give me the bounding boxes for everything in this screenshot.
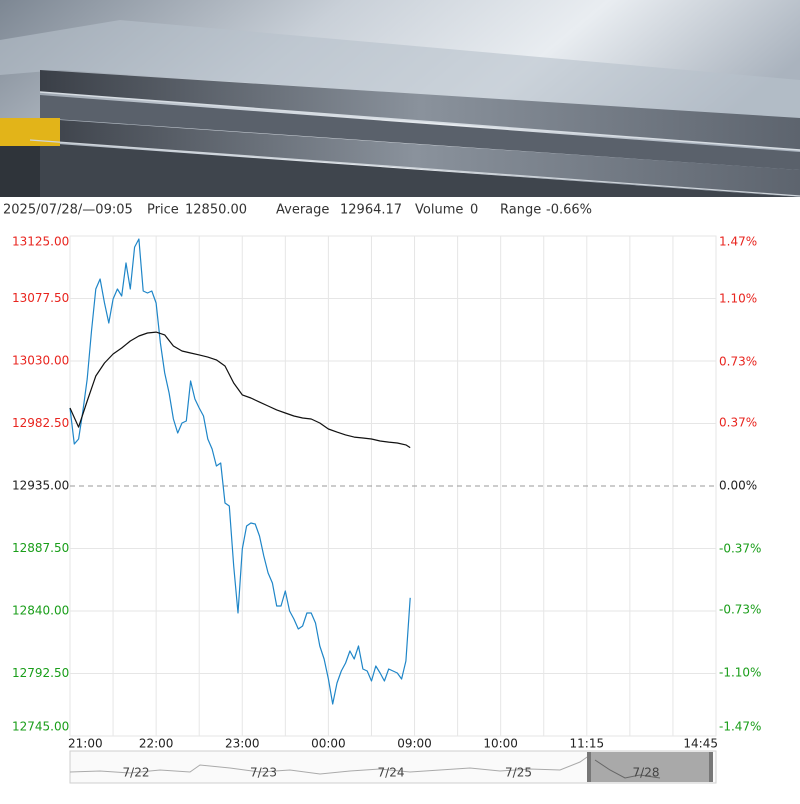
y2-tick-label: 0.37%: [719, 416, 757, 430]
x-tick-label: 14:45: [683, 737, 718, 751]
info-bar: 2025/07/28/—09:05 Price 12850.00 Average…: [3, 203, 592, 218]
y-tick-label: 12745.00: [12, 720, 69, 734]
x-tick-label: 10:00: [483, 737, 518, 751]
y-tick-label: 13125.00: [12, 235, 69, 249]
volume-value: 0: [470, 203, 478, 218]
y2-tick-label: -0.37%: [719, 541, 761, 555]
range-label: Range: [500, 203, 541, 218]
navigator[interactable]: 7/22 7/23 7/24 7/25 7/28: [69, 750, 717, 784]
x-tick-label: 22:00: [139, 737, 174, 751]
y-tick-label: 12982.50: [12, 416, 69, 430]
y2-tick-label: 0.73%: [719, 354, 757, 368]
y2-tick-label: -0.73%: [719, 603, 761, 617]
y-tick-label: 12887.50: [12, 541, 69, 555]
price-label: Price: [147, 203, 179, 218]
plot: 13125.00 13077.50 13030.00 12982.50 12935.00…: [12, 235, 761, 751]
range-value: -0.66%: [546, 203, 592, 218]
y-tick-label: 13030.00: [12, 354, 69, 368]
y2-tick-label: 1.47%: [719, 235, 757, 249]
x-tick-label: 23:00: [225, 737, 260, 751]
y2-tick-label: -1.10%: [719, 666, 761, 680]
header-photo: [0, 0, 800, 197]
price-line: [69, 331, 411, 449]
datetime: 2025/07/28/—09:05: [3, 203, 133, 218]
y2-tick-label: 1.10%: [719, 291, 757, 305]
x-tick-label: 21:00: [68, 737, 103, 751]
price-value: 12850.00: [185, 203, 247, 218]
y-tick-label: 13077.50: [12, 291, 69, 305]
average-label: Average: [276, 203, 329, 218]
x-tick-label: 09:00: [397, 737, 432, 751]
x-tick-label: 11:15: [570, 737, 605, 751]
y-tick-label: 12792.50: [12, 666, 69, 680]
navigator-label: 7/24: [378, 766, 405, 780]
average-value: 12964.17: [340, 203, 402, 218]
y2-tick-label: 0.00%: [719, 479, 757, 493]
price-line: [69, 238, 411, 705]
navigator-label: 7/25: [505, 766, 532, 780]
y-tick-label: 12935.00: [12, 479, 69, 493]
navigator-label: 7/23: [250, 766, 277, 780]
navigator-label: 7/22: [123, 766, 150, 780]
y2-tick-label: -1.47%: [719, 720, 761, 734]
x-tick-label: 00:00: [311, 737, 346, 751]
navigator-label: 7/28: [633, 766, 660, 780]
y-tick-label: 12840.00: [12, 604, 69, 618]
volume-label: Volume: [415, 203, 463, 218]
